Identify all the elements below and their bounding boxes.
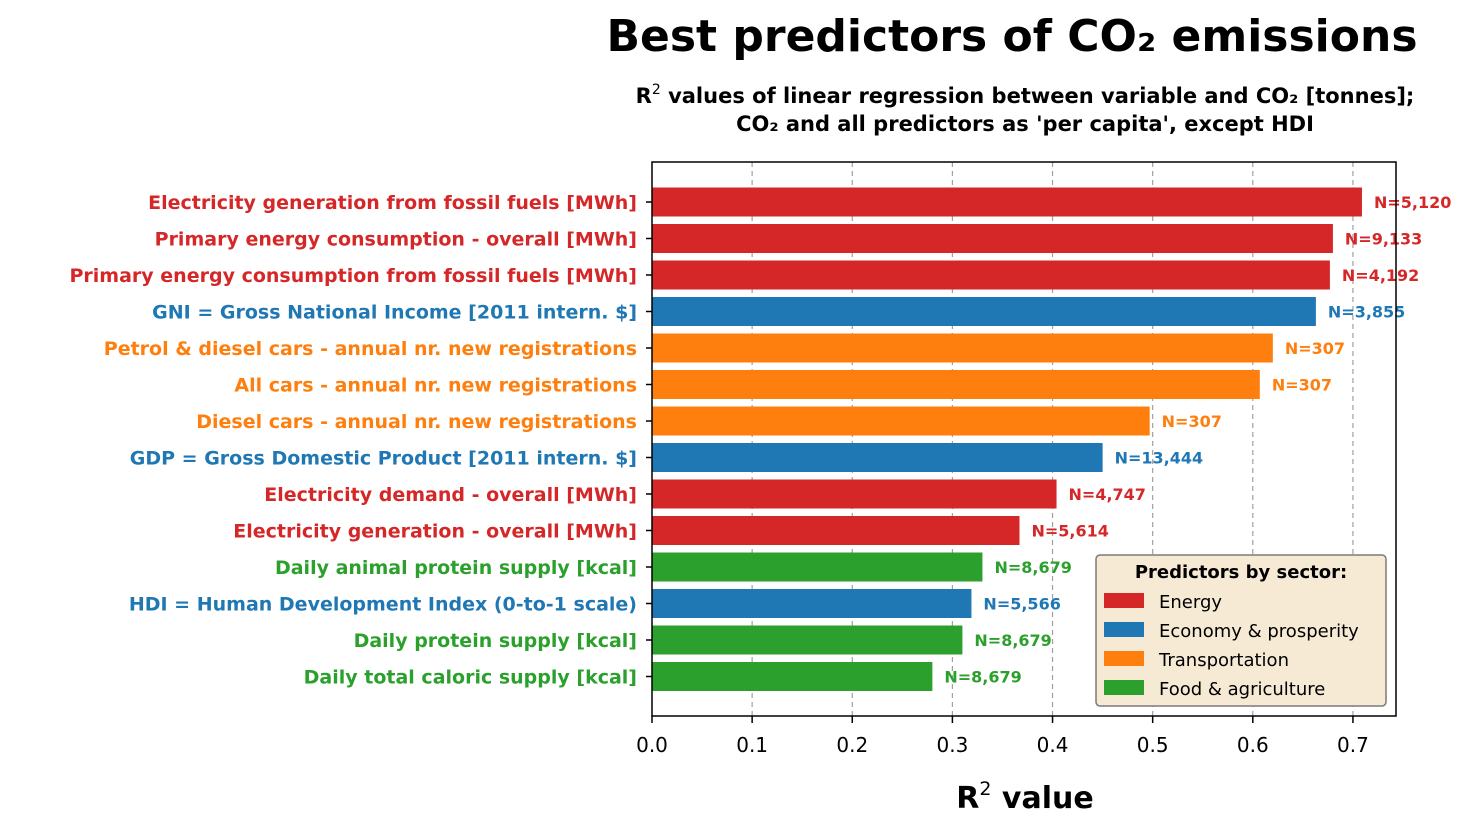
bar <box>652 224 1333 253</box>
legend: Predictors by sector: Energy Economy & pr… <box>1095 554 1387 707</box>
xlabel-rest: value <box>991 781 1093 816</box>
legend-entry-label: Transportation <box>1158 650 1289 671</box>
category-labels: Electricity generation from fossil fuels… <box>70 192 652 689</box>
bars <box>652 187 1362 691</box>
bar-n-label: N=4,192 <box>1342 266 1419 285</box>
category-label: Diesel cars - annual nr. new registratio… <box>196 411 637 433</box>
category-label: All cars - annual nr. new registrations <box>234 375 637 397</box>
category-label: Daily animal protein supply [kcal] <box>275 557 637 579</box>
plot-frame <box>651 161 1397 717</box>
legend-swatch <box>1104 680 1144 695</box>
legend-entry-label: Economy & prosperity <box>1159 621 1359 642</box>
legend-entry-label: Energy <box>1159 592 1222 613</box>
legend-swatch <box>1104 593 1144 608</box>
x-tick-label: 0.2 <box>836 733 868 757</box>
subtitle-sup: 2 <box>652 82 661 98</box>
xlabel-sup: 2 <box>979 778 991 800</box>
x-ticks: 0.0 0.1 0.2 0.3 0.4 0.5 0.6 0.7 <box>636 716 1369 757</box>
bar-n-label: N=8,679 <box>994 558 1071 577</box>
chart-subtitle-line1: R2 values of linear regression between v… <box>636 82 1415 108</box>
x-tick-label: 0.3 <box>936 733 968 757</box>
bar <box>652 443 1103 472</box>
bar-n-label: N=5,614 <box>1031 522 1108 541</box>
category-label: Primary energy consumption from fossil f… <box>70 265 638 287</box>
category-label: GDP = Gross Domestic Product [2011 inter… <box>130 448 637 470</box>
bar <box>652 333 1273 363</box>
chart-title: Best predictors of CO₂ emissions <box>606 11 1417 62</box>
x-tick-label: 0.6 <box>1237 733 1269 757</box>
category-label: Daily protein supply [kcal] <box>354 630 637 652</box>
bar-n-label: N=3,855 <box>1328 303 1405 322</box>
bar <box>652 297 1316 326</box>
bar-n-label: N=307 <box>1162 412 1222 431</box>
bar <box>652 589 972 618</box>
x-tick-label: 0.4 <box>1037 733 1069 757</box>
bar-n-label: N=307 <box>1272 376 1332 395</box>
bar-n-label: N=5,120 <box>1374 193 1451 212</box>
category-label: Electricity generation from fossil fuels… <box>148 192 637 214</box>
category-label: GNI = Gross National Income [2011 intern… <box>152 302 637 324</box>
xlabel-r: R <box>956 781 979 816</box>
bar <box>652 406 1150 436</box>
x-tick-label: 0.7 <box>1337 733 1369 757</box>
bar-n-label: N=307 <box>1285 339 1345 358</box>
n-labels: N=5,120 N=9,133 N=4,192 N=3,855 N=307 N=307 N=… <box>944 193 1451 687</box>
legend-swatch <box>1104 651 1144 666</box>
bar <box>652 516 1020 545</box>
bar <box>652 260 1330 290</box>
x-tick-label: 0.1 <box>736 733 768 757</box>
x-tick-label: 0.5 <box>1137 733 1169 757</box>
category-label: Electricity generation - overall [MWh] <box>233 521 637 543</box>
bar <box>652 662 933 691</box>
legend-swatch <box>1104 622 1144 637</box>
category-label: Daily total caloric supply [kcal] <box>304 667 637 689</box>
category-label: Electricity demand - overall [MWh] <box>264 484 637 506</box>
bar <box>652 625 963 655</box>
bar <box>652 552 983 582</box>
bar <box>652 187 1362 217</box>
category-label: HDI = Human Development Index (0-to-1 sc… <box>129 594 637 616</box>
legend-entry-label: Food & agriculture <box>1159 679 1325 700</box>
bar-n-label: N=5,566 <box>983 595 1060 614</box>
bar-n-label: N=8,679 <box>974 631 1051 650</box>
x-tick-label: 0.0 <box>636 733 668 757</box>
bar-n-label: N=13,444 <box>1115 449 1204 468</box>
bar-n-label: N=4,747 <box>1069 485 1146 504</box>
legend-box <box>1095 554 1387 707</box>
x-axis-label: R2 value <box>956 778 1093 816</box>
category-label: Primary energy consumption - overall [MW… <box>155 229 637 251</box>
bar <box>652 370 1260 399</box>
category-label: Petrol & diesel cars - annual nr. new re… <box>104 338 637 360</box>
subtitle-rest: values of linear regression between vari… <box>661 84 1415 108</box>
bar-n-label: N=8,679 <box>944 668 1021 687</box>
chart-subtitle-line2: CO₂ and all predictors as 'per capita', … <box>736 112 1314 136</box>
legend-title: Predictors by sector: <box>1135 562 1347 583</box>
bar <box>652 479 1057 509</box>
bar-n-label: N=9,133 <box>1345 230 1422 249</box>
subtitle-r: R <box>636 84 652 108</box>
